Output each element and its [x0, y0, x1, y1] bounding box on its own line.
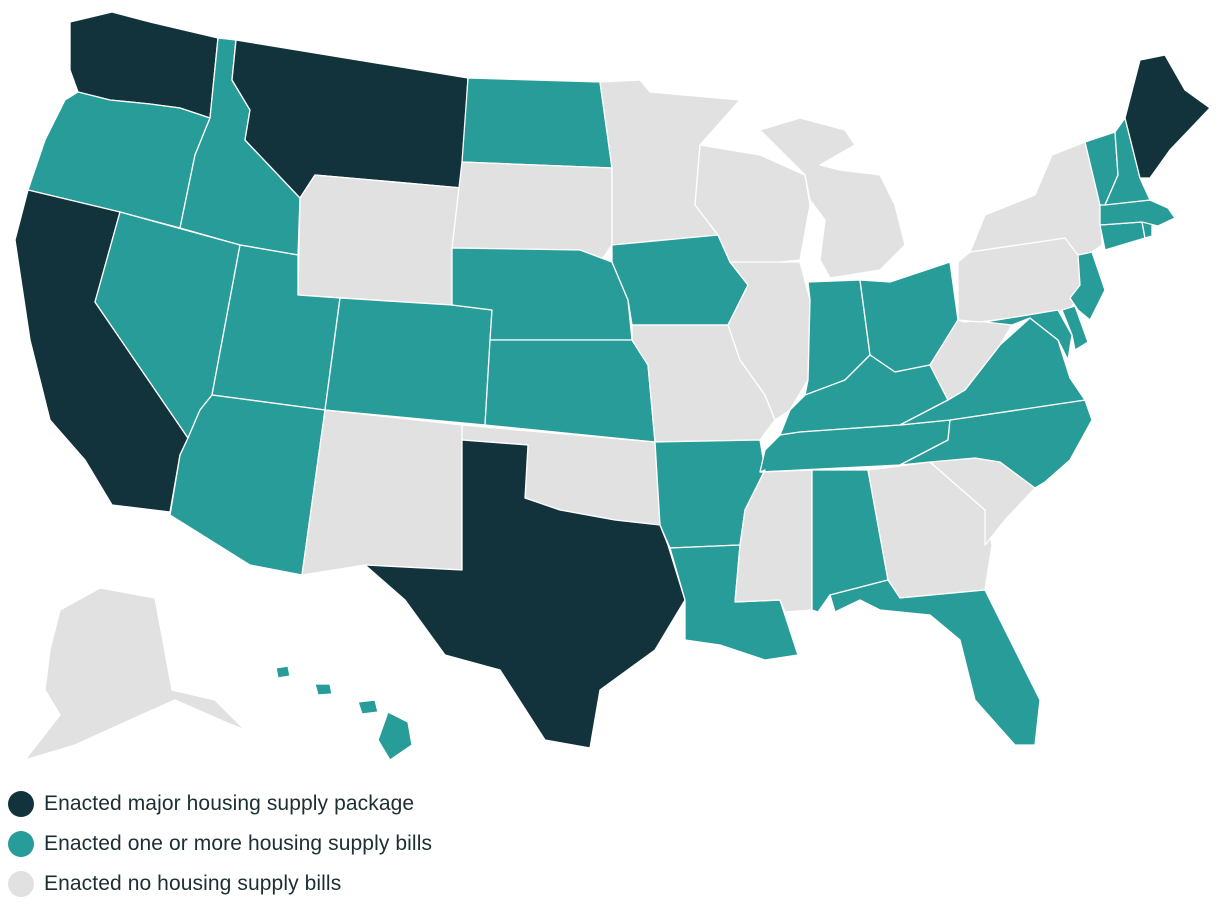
legend-label: Enacted one or more housing supply bills: [44, 832, 433, 855]
state-north-dakota: [461, 77, 613, 169]
state-florida: [829, 579, 1041, 746]
state-new-mexico: [301, 409, 463, 576]
state-hawaii-big-island: [377, 711, 413, 761]
state-colorado: [324, 297, 493, 426]
legend-label: Enacted major housing supply package: [44, 792, 415, 815]
state-wyoming: [297, 174, 463, 306]
state-new-jersey: [1069, 251, 1106, 321]
state-north-carolina: [899, 399, 1093, 489]
state-texas: [364, 439, 686, 749]
state-hawaii-oahu: [314, 683, 333, 696]
us-states-map: [14, 11, 1211, 761]
legend-item-bills: Enacted one or more housing supply bills: [8, 824, 432, 864]
state-massachusetts: [1099, 199, 1176, 227]
legend-label: Enacted no housing supply bills: [44, 872, 342, 895]
state-hawaii-kauai: [275, 665, 291, 679]
legend-swatch-major: [8, 791, 34, 817]
state-connecticut: [1099, 221, 1146, 251]
legend: Enacted major housing supply package Ena…: [8, 784, 432, 904]
state-maryland: [984, 309, 1073, 361]
state-alaska: [24, 587, 246, 761]
legend-item-none: Enacted no housing supply bills: [8, 864, 432, 904]
state-illinois: [727, 261, 811, 421]
state-new-york: [969, 141, 1103, 256]
legend-swatch-none: [8, 871, 34, 897]
state-south-dakota: [451, 161, 613, 263]
state-hawaii-maui: [357, 699, 379, 715]
state-maine: [1124, 54, 1211, 179]
legend-item-major: Enacted major housing supply package: [8, 784, 432, 824]
legend-swatch-bills: [8, 831, 34, 857]
state-kansas: [484, 339, 656, 443]
state-michigan: [759, 117, 906, 279]
state-delaware: [1061, 305, 1089, 351]
